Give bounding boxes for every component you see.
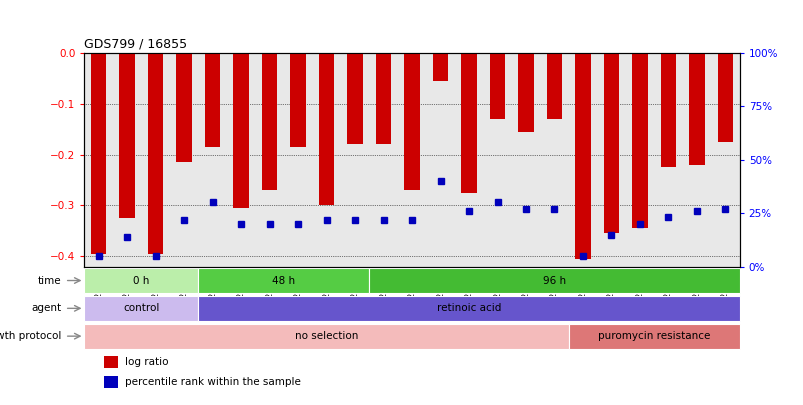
Bar: [84, 324, 568, 349]
Bar: [104, 356, 118, 368]
Text: agent: agent: [31, 303, 61, 313]
Text: GDS799 / 16855: GDS799 / 16855: [84, 38, 187, 51]
Text: control: control: [123, 303, 159, 313]
Bar: [176, 53, 192, 162]
Bar: [603, 53, 618, 234]
Bar: [233, 53, 249, 208]
Bar: [375, 53, 391, 144]
Bar: [574, 53, 590, 259]
Bar: [404, 53, 419, 190]
Bar: [318, 53, 334, 205]
Bar: [631, 53, 647, 228]
Bar: [148, 53, 163, 254]
Text: no selection: no selection: [295, 331, 358, 341]
Text: 0 h: 0 h: [133, 275, 149, 286]
Bar: [489, 53, 505, 119]
Bar: [660, 53, 675, 167]
Text: retinoic acid: retinoic acid: [436, 303, 500, 313]
Text: puromycin resistance: puromycin resistance: [597, 331, 710, 341]
Bar: [688, 53, 704, 165]
Text: log ratio: log ratio: [125, 357, 169, 367]
Bar: [198, 268, 369, 293]
Text: percentile rank within the sample: percentile rank within the sample: [125, 377, 300, 387]
Text: 96 h: 96 h: [542, 275, 565, 286]
Bar: [205, 53, 220, 147]
Text: growth protocol: growth protocol: [0, 331, 61, 341]
Bar: [91, 53, 106, 254]
Bar: [717, 53, 732, 142]
Bar: [568, 324, 739, 349]
Bar: [347, 53, 362, 144]
Bar: [517, 53, 533, 132]
Bar: [104, 376, 118, 388]
Bar: [119, 53, 135, 218]
Bar: [546, 53, 561, 119]
Bar: [369, 268, 739, 293]
Bar: [262, 53, 277, 190]
Bar: [461, 53, 476, 193]
Bar: [84, 268, 198, 293]
Bar: [84, 296, 198, 321]
Bar: [432, 53, 448, 81]
Bar: [198, 296, 739, 321]
Text: time: time: [38, 275, 61, 286]
Text: 48 h: 48 h: [272, 275, 295, 286]
Bar: [290, 53, 306, 147]
